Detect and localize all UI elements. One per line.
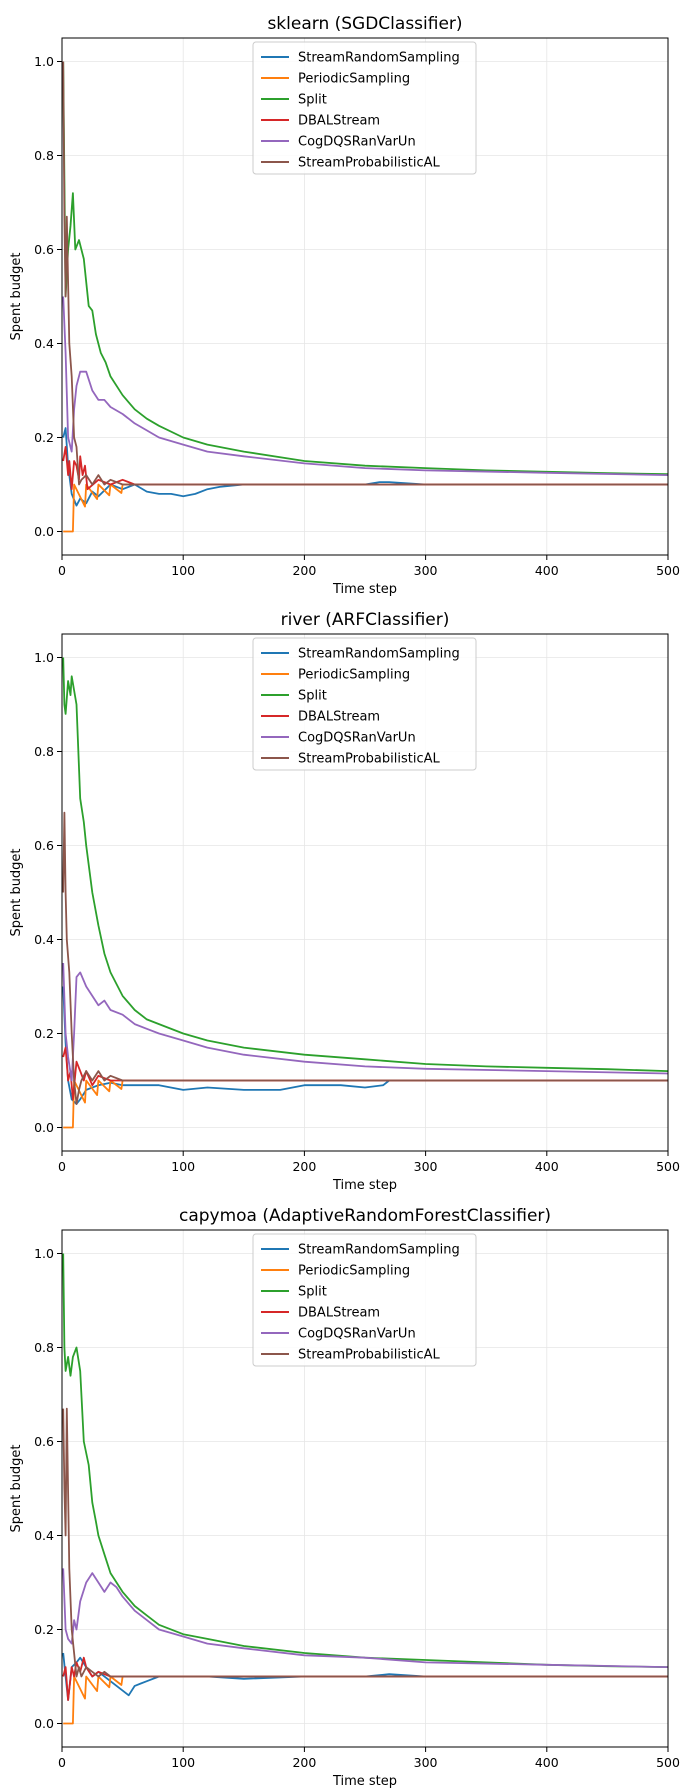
chart-title: river (ARFClassifier) (281, 610, 450, 630)
x-tick-label: 500 (656, 563, 680, 578)
plot-frame (61, 633, 669, 1152)
x-tick-label: 300 (414, 1159, 438, 1174)
legend-entry: CogDQSRanVarUn (298, 135, 416, 150)
x-tick-label: 400 (535, 1159, 559, 1174)
x-axis-label: Time step (332, 582, 397, 597)
x-tick-label: 100 (171, 1755, 195, 1770)
x-tick-label: 200 (292, 1159, 316, 1174)
legend-box (252, 41, 477, 175)
x-tick-label: 100 (171, 1159, 195, 1174)
legend-box (252, 637, 477, 771)
y-tick-label: 0.0 (34, 524, 54, 539)
y-tick-label: 0.6 (34, 242, 54, 257)
chart-title: capymoa (AdaptiveRandomForestClassifier) (179, 1206, 551, 1226)
x-tick-label: 200 (292, 563, 316, 578)
y-tick-label: 1.0 (34, 1246, 54, 1261)
series-line-streamprobabilistical (62, 1407, 668, 1678)
y-axis-label: Spent budget (9, 252, 24, 340)
legend-entry: Split (298, 93, 327, 108)
y-tick-label: 0.8 (34, 148, 54, 163)
y-axis-label: Spent budget (9, 1444, 24, 1532)
y-axis-label: Spent budget (9, 848, 24, 936)
plot-frame (61, 1229, 669, 1748)
legend-entry: DBALStream (298, 114, 380, 129)
series-line-streamrandomsampling (62, 427, 668, 507)
series-line-periodicsampling (63, 483, 668, 533)
y-tick-label: 0.2 (34, 1026, 54, 1041)
chart-panel-3: capymoa (AdaptiveRandomForestClassifier)… (9, 1206, 680, 1789)
x-tick-label: 0 (58, 1755, 66, 1770)
x-tick-label: 500 (656, 1159, 680, 1174)
legend-entry: StreamProbabilisticAL (298, 156, 440, 171)
y-tick-label: 0.6 (34, 838, 54, 853)
y-tick-label: 0.4 (34, 336, 54, 351)
y-tick-label: 0.2 (34, 1622, 54, 1637)
legend-entry: Split (298, 689, 327, 704)
legend: StreamRandomSampling PeriodicSampling Spli… (252, 637, 477, 771)
y-tick-label: 0.6 (34, 1434, 54, 1449)
x-axis-label: Time step (332, 1178, 397, 1193)
plot-frame (61, 37, 669, 556)
chart-panel-2: river (ARFClassifier) 0 100 200 300 400 500 0.0… (9, 610, 680, 1193)
x-tick-label: 300 (414, 563, 438, 578)
series-line-streamrandomsampling (62, 986, 668, 1105)
y-tick-label: 0.0 (34, 1120, 54, 1135)
legend-entry: CogDQSRanVarUn (298, 731, 416, 746)
chart-panel-1: sklearn (SGDClassifier) 0 100 200 300 400 500 0… (9, 14, 680, 597)
legend-entry: StreamRandomSampling (298, 51, 460, 66)
y-tick-label: 1.0 (34, 650, 54, 665)
legend-entry: StreamProbabilisticAL (298, 1348, 440, 1363)
x-tick-label: 500 (656, 1755, 680, 1770)
y-tick-label: 0.2 (34, 430, 54, 445)
series-line-dbalstream (62, 1046, 668, 1101)
legend-entry: StreamRandomSampling (298, 647, 460, 662)
x-tick-label: 400 (535, 563, 559, 578)
x-tick-label: 100 (171, 563, 195, 578)
legend-entry: DBALStream (298, 710, 380, 725)
legend-entry: Split (298, 1285, 327, 1300)
series-line-streamprobabilistical (62, 811, 668, 1105)
series-line-periodicsampling (63, 1675, 668, 1725)
legend-entry: StreamProbabilisticAL (298, 752, 440, 767)
y-tick-label: 0.4 (34, 1528, 54, 1543)
y-tick-label: 0.0 (34, 1716, 54, 1731)
series-line-split (62, 61, 668, 476)
y-tick-label: 1.0 (34, 54, 54, 69)
series-line-cogdqsranvarun (62, 296, 668, 476)
legend: StreamRandomSampling PeriodicSampling Spli… (252, 1233, 477, 1367)
legend-entry: PeriodicSampling (298, 668, 410, 683)
y-tick-label: 0.8 (34, 1340, 54, 1355)
legend-entry: StreamRandomSampling (298, 1243, 460, 1258)
legend-entry: DBALStream (298, 1306, 380, 1321)
legend: StreamRandomSampling PeriodicSampling Spli… (252, 41, 477, 175)
series-line-split (62, 657, 668, 1072)
x-tick-label: 200 (292, 1755, 316, 1770)
series-line-cogdqsranvarun (62, 1568, 668, 1668)
legend-box (252, 1233, 477, 1367)
y-tick-label: 0.4 (34, 932, 54, 947)
chart-title: sklearn (SGDClassifier) (267, 14, 462, 34)
series-line-streamprobabilistical (62, 61, 668, 486)
series-line-cogdqsranvarun (62, 962, 668, 1082)
legend-entry: PeriodicSampling (298, 1264, 410, 1279)
x-axis-label: Time step (332, 1774, 397, 1789)
y-tick-label: 0.8 (34, 744, 54, 759)
legend-entry: CogDQSRanVarUn (298, 1327, 416, 1342)
x-tick-label: 400 (535, 1755, 559, 1770)
x-tick-label: 300 (414, 1755, 438, 1770)
legend-entry: PeriodicSampling (298, 72, 410, 87)
x-tick-label: 0 (58, 563, 66, 578)
x-tick-label: 0 (58, 1159, 66, 1174)
